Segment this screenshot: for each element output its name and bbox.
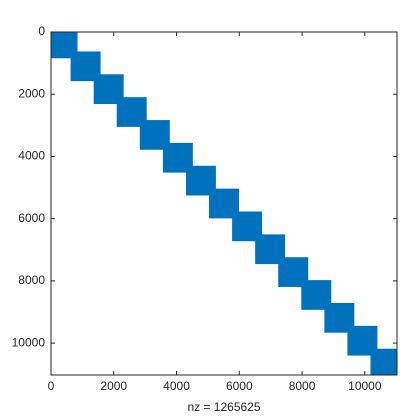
y-tick-label: 0 [38,24,45,38]
y-tick-label: 6000 [18,211,45,225]
x-tick-label: 10000 [348,379,382,393]
axes-box [50,31,398,376]
x-tick-label: 0 [48,379,55,393]
y-tick-label: 4000 [18,149,45,163]
x-tick-label: 2000 [100,379,127,393]
x-tick-label: 8000 [289,379,316,393]
y-tick-label: 10000 [12,335,46,349]
y-tick-label: 8000 [18,273,45,287]
nonzero-block [370,348,397,375]
y-tick-label: 2000 [18,86,45,100]
x-axis-label: nz = 1265625 [187,400,260,414]
x-tick-label: 4000 [163,379,190,393]
x-tick-label: 6000 [226,379,253,393]
